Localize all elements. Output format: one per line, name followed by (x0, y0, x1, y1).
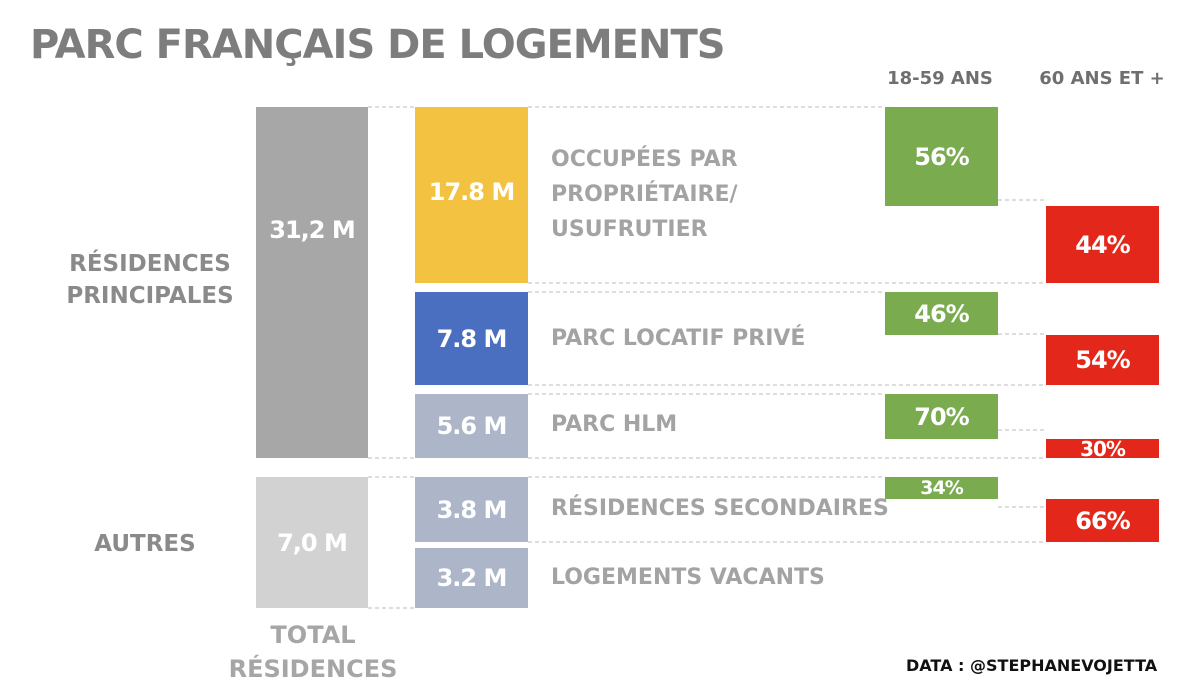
category-bar-label: 3.2 M (436, 564, 508, 592)
total-bar-principales: 31,2 M (256, 107, 368, 458)
category-bar-hlm: 5.6 M (415, 394, 528, 458)
category-label-vacant: LOGEMENTS VACANTS (551, 565, 825, 590)
pct-box-18-59-secondary: 34% (885, 477, 998, 499)
category-bar-label: 7.8 M (436, 324, 508, 353)
pct-box-18-59-hlm: 70% (885, 394, 998, 439)
category-label-line: PROPRIÉTAIRE/ (551, 182, 738, 207)
pct-box-60-plus-private_rental: 54% (1046, 335, 1159, 385)
pct-value: 44% (1075, 230, 1130, 259)
pct-value: 56% (914, 142, 969, 171)
category-bar-owner: 17.8 M (415, 107, 528, 283)
pct-value: 30% (1080, 436, 1126, 461)
pct-value: 70% (914, 402, 969, 431)
total-residences-line: RÉSIDENCES (228, 655, 398, 683)
group-label-line: RÉSIDENCES (69, 251, 231, 277)
category-label-line: USUFRUTIER (551, 217, 708, 242)
pct-box-60-plus-owner: 44% (1046, 206, 1159, 283)
category-bar-secondary: 3.8 M (415, 477, 528, 542)
category-bar-label: 17.8 M (428, 178, 515, 206)
group-label-principales: RÉSIDENCES PRINCIPALES (50, 248, 250, 312)
category-bar-vacant: 3.2 M (415, 548, 528, 608)
total-bar-label: 7,0 M (277, 528, 348, 557)
category-label-private-rental: PARC LOCATIF PRIVÉ (551, 326, 806, 351)
total-bar-label: 31,2 M (269, 215, 355, 244)
pct-box-60-plus-secondary: 66% (1046, 499, 1159, 542)
total-residences-label: TOTAL RÉSIDENCES (218, 618, 408, 686)
pct-box-18-59-owner: 56% (885, 107, 998, 206)
pct-box-60-plus-hlm: 30% (1046, 436, 1159, 461)
category-label-hlm: PARC HLM (551, 412, 678, 437)
total-bar-autres: 7,0 M (256, 477, 368, 608)
column-header-18-59: 18-59 ANS (887, 68, 993, 89)
category-bar-label: 3.8 M (436, 495, 508, 524)
pct-value: 46% (914, 299, 969, 328)
chart-title: PARC FRANÇAIS DE LOGEMENTS (30, 22, 726, 68)
total-residences-line: TOTAL (270, 621, 356, 649)
category-bar-label: 5.6 M (436, 412, 508, 440)
category-label-secondary: RÉSIDENCES SECONDAIRES (551, 496, 889, 521)
category-bar-private-rental: 7.8 M (415, 292, 528, 385)
category-label-line: OCCUPÉES PAR (551, 147, 738, 172)
group-label-line: PRINCIPALES (66, 283, 234, 309)
data-source: DATA : @STEPHANEVOJETTA (906, 656, 1158, 675)
pct-value: 54% (1075, 346, 1130, 374)
pct-box-18-59-private_rental: 46% (885, 292, 998, 335)
column-header-60-plus: 60 ANS ET + (1039, 68, 1165, 89)
pct-value: 66% (1075, 506, 1130, 535)
category-label-owner: OCCUPÉES PAR PROPRIÉTAIRE/ USUFRUTIER (551, 142, 738, 247)
group-label-autres: AUTRES (94, 531, 196, 557)
pct-value: 34% (920, 477, 963, 499)
